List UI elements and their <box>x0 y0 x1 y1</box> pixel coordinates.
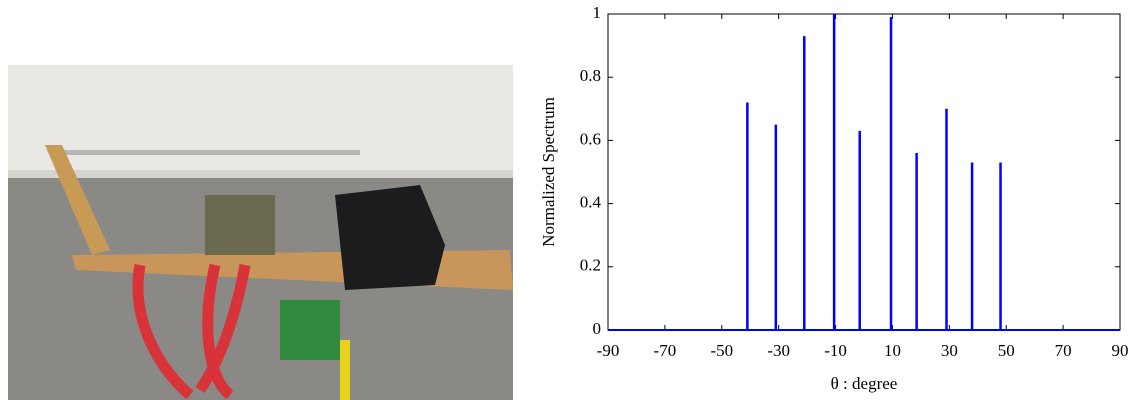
x-tick-label: 50 <box>998 341 1015 360</box>
y-tick-label: 0.4 <box>580 193 602 212</box>
x-tick-label: -10 <box>824 341 847 360</box>
y-tick-label: 0.6 <box>580 129 601 148</box>
x-tick-label: 90 <box>1112 341 1129 360</box>
y-tick-label: 0 <box>593 319 602 338</box>
photo-skirting <box>8 170 513 178</box>
x-tick-label: -50 <box>710 341 733 360</box>
y-axis-label: Normalized Spectrum <box>539 97 558 247</box>
x-tick-label: 70 <box>1055 341 1072 360</box>
photo-board <box>205 195 275 255</box>
x-tick-label: 30 <box>941 341 958 360</box>
x-tick-label: -30 <box>767 341 790 360</box>
photo-terminal <box>280 300 340 360</box>
y-tick-label: 0.2 <box>580 256 601 275</box>
photo-rod <box>60 150 360 155</box>
chart: Normalized Spectrum θ : degree 0 0.2 0.4 0.… <box>539 3 1129 393</box>
photo-wall <box>8 65 513 175</box>
photo-box <box>335 185 445 290</box>
photo-post <box>45 145 110 255</box>
x-axis-label: θ : degree <box>831 374 898 393</box>
photo-tripod <box>340 340 350 400</box>
photo <box>8 65 513 400</box>
plot-frame <box>607 13 1121 331</box>
y-tick-label: 0.8 <box>580 66 601 85</box>
y-tick-label: 1 <box>593 3 602 22</box>
x-tick-label: 10 <box>884 341 901 360</box>
photo-cables <box>132 263 251 400</box>
x-tick-label: -70 <box>654 341 677 360</box>
x-tick-label: -90 <box>597 341 620 360</box>
